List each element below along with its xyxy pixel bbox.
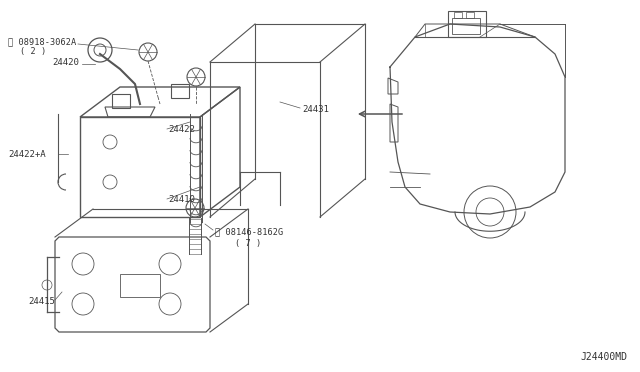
Text: Ⓢ 08146-8162G: Ⓢ 08146-8162G <box>215 227 284 236</box>
Bar <box>466 12 474 18</box>
Text: 24431: 24431 <box>302 105 329 114</box>
Text: 24422: 24422 <box>168 125 195 134</box>
Text: ( 7 ): ( 7 ) <box>235 239 261 248</box>
Text: 24420: 24420 <box>52 58 79 67</box>
Text: 24410: 24410 <box>168 195 195 204</box>
Bar <box>448 11 486 37</box>
Bar <box>452 18 480 34</box>
Text: 24415: 24415 <box>28 297 55 306</box>
Bar <box>454 12 462 18</box>
Text: Ⓝ 08918-3062A: Ⓝ 08918-3062A <box>8 38 76 46</box>
Text: J24400MD: J24400MD <box>580 352 627 362</box>
Text: 24422+A: 24422+A <box>8 150 45 159</box>
Text: ( 2 ): ( 2 ) <box>20 47 46 56</box>
